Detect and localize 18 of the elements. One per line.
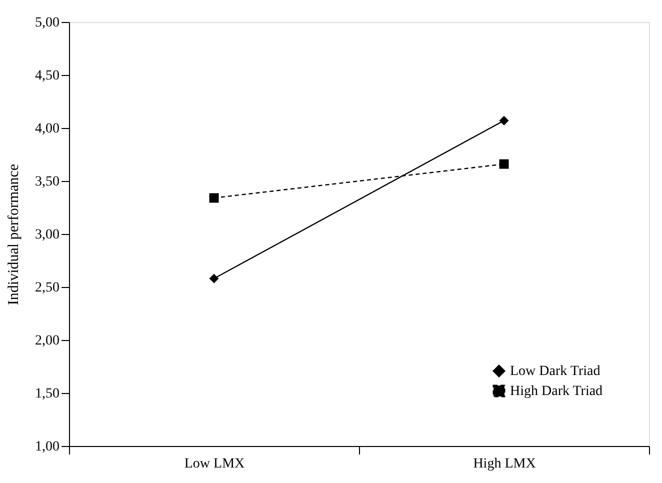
- y-tick-label: 3,00: [35, 228, 60, 242]
- y-tick-label: 4,50: [35, 68, 60, 84]
- x-tick-label: Low LMX: [184, 456, 245, 472]
- point: [499, 159, 509, 169]
- y-tick-label: 5,00: [35, 16, 60, 30]
- legend-label: High Dark Triad: [510, 384, 603, 399]
- y-tick-label: 4,00: [35, 122, 60, 136]
- legend-label: Low Dark Triad: [510, 364, 600, 379]
- x-tick-label: High LMX: [473, 456, 536, 472]
- y-tick-label: 1,50: [35, 386, 60, 402]
- point: [499, 116, 509, 126]
- y-axis-title: Individual performance: [6, 164, 22, 306]
- y-tick-label: 2,50: [35, 280, 60, 296]
- y-tick-label: 2,00: [35, 334, 60, 348]
- point: [209, 274, 219, 284]
- y-tick-label: 3,50: [35, 174, 60, 190]
- point: [209, 193, 219, 203]
- y-tick-label: 1,00: [35, 440, 60, 454]
